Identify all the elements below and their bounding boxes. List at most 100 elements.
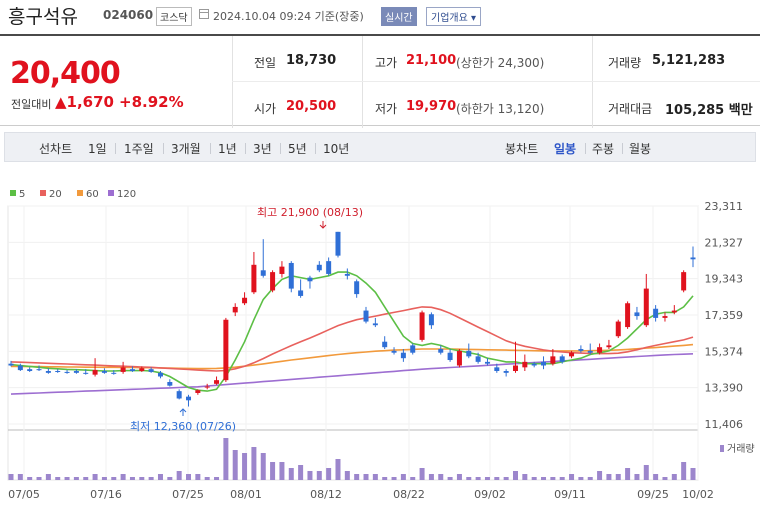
volume-bar	[139, 477, 145, 480]
x-tick-label: 07/25	[172, 488, 204, 501]
candle-body	[466, 350, 472, 357]
candle-body	[326, 261, 332, 274]
realtime-button[interactable]: 실시간	[381, 7, 417, 26]
volume-bar	[643, 465, 649, 480]
volume-bar	[251, 447, 257, 480]
candle-body	[615, 321, 621, 337]
candle-body	[8, 363, 14, 366]
candle-body	[167, 381, 173, 386]
candle-body	[662, 316, 668, 318]
company-info-dropdown[interactable]: 기업개요 ▾	[426, 7, 481, 26]
candle-body	[512, 365, 518, 372]
volume-bar	[279, 462, 285, 480]
amount-label: 거래대금	[608, 102, 653, 116]
candle-body	[176, 391, 182, 399]
candle-body	[372, 323, 378, 326]
stock-header: 흥구석유 024060 코스닥 2024.10.04 09:24 기준(장중) …	[0, 0, 760, 30]
volume-bar	[634, 474, 640, 480]
volume-bar	[587, 477, 593, 480]
candle-body	[344, 273, 350, 276]
change-percent: +8.92%	[119, 93, 184, 111]
divider	[232, 81, 760, 82]
candle-body	[363, 310, 369, 322]
lower-limit: (하한가 13,120)	[456, 102, 545, 116]
low-label: 저가	[375, 102, 398, 116]
legend-label: 120	[117, 189, 136, 200]
volume-bar	[466, 477, 472, 480]
x-tick-label: 09/25	[637, 488, 669, 501]
volume-bar	[55, 477, 61, 480]
period-3y[interactable]: 3년	[253, 142, 272, 156]
volume-bar	[382, 477, 388, 480]
candle-daily[interactable]: 일봉	[554, 142, 577, 156]
period-1w[interactable]: 1주일	[124, 142, 154, 156]
volume-bar	[484, 477, 490, 480]
period-3m[interactable]: 3개월	[171, 142, 201, 156]
y-tick-label: 23,311	[705, 200, 744, 213]
volume-bar	[522, 474, 528, 480]
divider	[585, 143, 586, 154]
legend-swatch	[40, 190, 46, 196]
prev-close-value: 18,730	[286, 53, 337, 68]
volume-bar	[438, 474, 444, 480]
candle-body	[438, 349, 444, 353]
candle-body	[55, 371, 61, 373]
candle-body	[550, 356, 556, 364]
volume-bar	[615, 474, 621, 480]
open-label: 시가	[254, 102, 277, 116]
y-tick-label: 19,343	[705, 273, 744, 286]
candle-body	[447, 352, 453, 361]
x-tick-label: 09/11	[554, 488, 586, 501]
high-label: 고가	[375, 56, 398, 70]
candle-body	[475, 356, 481, 362]
candle-body	[690, 257, 696, 260]
amount-value: 105,285 백만	[665, 103, 753, 118]
candle-body	[64, 371, 70, 373]
period-1d[interactable]: 1일	[88, 142, 107, 156]
period-1y[interactable]: 1년	[218, 142, 237, 156]
change-label: 전일대비	[11, 98, 52, 111]
period-10y[interactable]: 10년	[323, 142, 350, 156]
y-tick-label: 13,390	[705, 382, 744, 395]
volume-bar	[288, 468, 294, 480]
candle-body	[157, 372, 163, 377]
y-tick-label: 11,406	[705, 418, 744, 431]
volume-bar	[569, 474, 575, 480]
candle-body	[484, 361, 490, 364]
divider	[592, 36, 593, 128]
candle-body	[298, 290, 304, 296]
candle-body	[671, 310, 677, 313]
volume-bar	[550, 477, 556, 480]
candle-body	[643, 288, 649, 326]
y-tick-label: 15,374	[705, 345, 744, 358]
candle-body	[503, 371, 509, 373]
volume-bar	[372, 474, 378, 480]
candle-body	[251, 264, 257, 293]
candle-body	[92, 370, 98, 375]
volume-bar	[157, 474, 163, 480]
high-arrow-icon	[319, 221, 327, 229]
price-summary: 20,400 전일대비 ▲1,670 +8.92% 전일 18,730 고가 2…	[0, 34, 760, 128]
legend-label: 5	[19, 189, 25, 200]
legend-label: 60	[86, 189, 99, 200]
candle-body	[270, 272, 276, 291]
candle-body	[288, 262, 294, 289]
candle-body	[83, 372, 89, 374]
volume-bar	[204, 477, 210, 480]
candle-monthly[interactable]: 월봉	[629, 142, 652, 156]
candle-weekly[interactable]: 주봉	[592, 142, 615, 156]
legend-label: 20	[49, 189, 62, 200]
low-annotation: 최저 12,360 (07/26)	[130, 420, 236, 433]
candle-body	[428, 314, 434, 326]
candle-body	[73, 371, 79, 373]
volume-bar	[326, 468, 332, 480]
period-5y[interactable]: 5년	[288, 142, 307, 156]
upper-limit: (상한가 24,300)	[456, 56, 545, 70]
candle-body	[382, 341, 388, 348]
high-annotation: 최고 21,900 (08/13)	[257, 206, 363, 219]
volume-bar	[176, 471, 182, 480]
candle-body	[279, 266, 285, 274]
candle-body	[204, 386, 210, 388]
volume-bar	[186, 474, 192, 480]
candle-body	[101, 371, 107, 373]
